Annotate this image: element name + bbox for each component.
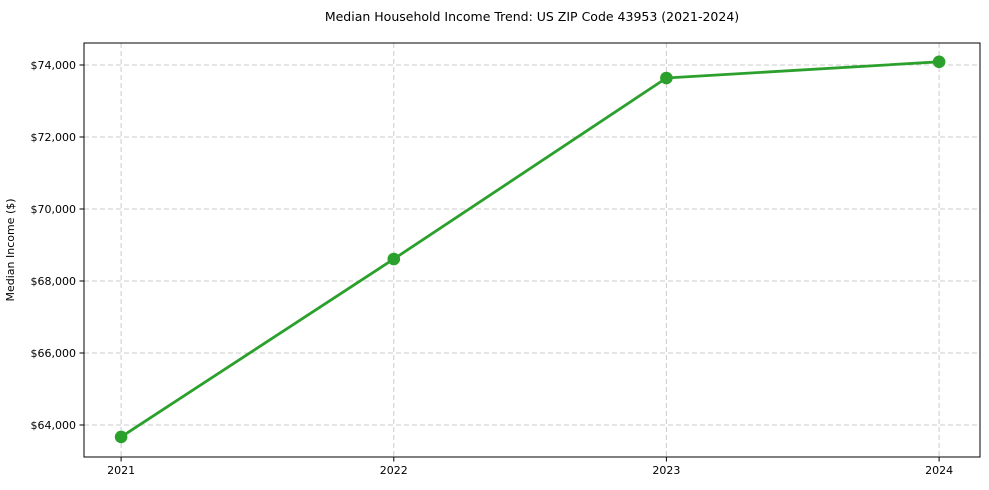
axes-layer: $64,000 $66,000 $68,000 $70,000 $72,000 $74,0… (31, 42, 981, 477)
x-tick-label: 2023 (652, 464, 680, 477)
grid-layer (84, 43, 980, 457)
y-tick-label: $64,000 (31, 419, 77, 432)
y-tick-label: $66,000 (31, 347, 77, 360)
y-tick-label: $68,000 (31, 275, 77, 288)
x-tick-label: 2024 (925, 464, 953, 477)
data-point (387, 252, 401, 266)
y-tick-label: $70,000 (31, 203, 77, 216)
y-axis-label: Median Income ($) (4, 198, 17, 301)
data-point (660, 71, 673, 85)
data-point (114, 430, 128, 444)
y-tick-label: $72,000 (31, 131, 77, 144)
trend-line (119, 60, 941, 439)
x-tick-label: 2021 (107, 464, 135, 477)
chart-title: Median Household Income Trend: US ZIP Co… (325, 9, 739, 24)
data-point (932, 55, 946, 69)
series-layer (114, 55, 946, 444)
plot-border (83, 42, 981, 458)
x-tick-label: 2022 (380, 464, 408, 477)
y-tick-label: $74,000 (31, 59, 77, 72)
